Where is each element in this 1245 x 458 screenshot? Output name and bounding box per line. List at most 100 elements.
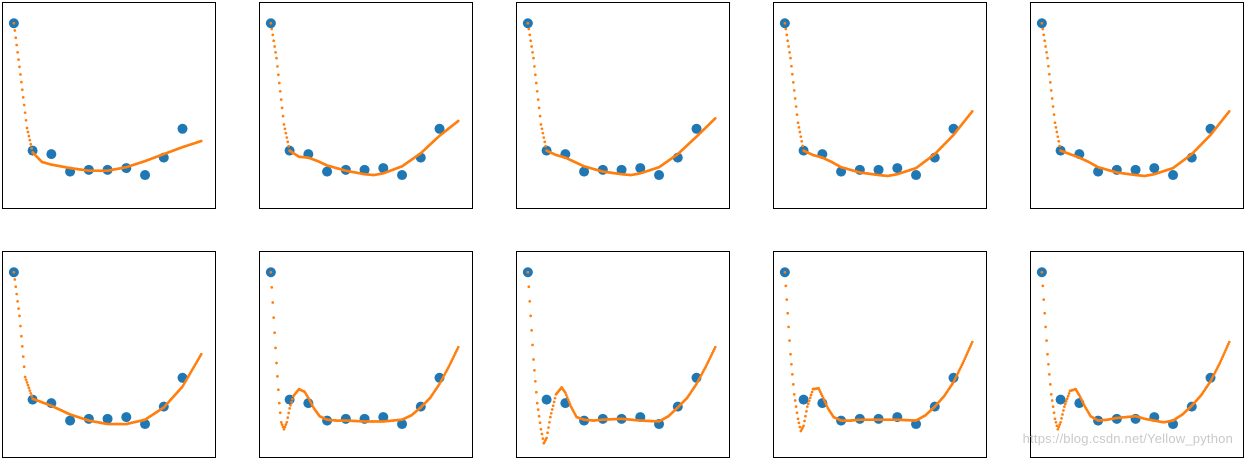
fit-curve-dot bbox=[16, 299, 19, 303]
fit-curve-dot bbox=[19, 73, 22, 76]
fit-curve-dot bbox=[1052, 411, 1056, 415]
fit-curve-dot bbox=[1063, 402, 1067, 406]
fit-curve-dot bbox=[794, 105, 798, 108]
fit-curve-dot bbox=[788, 339, 791, 342]
fit-curve-dot bbox=[549, 415, 552, 419]
fit-curve-dot bbox=[24, 118, 28, 122]
subplot-8 bbox=[516, 251, 730, 458]
fit-curve-dot bbox=[536, 408, 540, 412]
fit-curve-dot bbox=[548, 420, 551, 424]
fit-curve-dot bbox=[1218, 361, 1222, 365]
fit-curve-dot bbox=[456, 119, 460, 123]
fit-curve-dot bbox=[29, 391, 33, 395]
fit-curve-dot bbox=[963, 357, 967, 361]
fit-curve-dot bbox=[795, 411, 799, 415]
fit-curve-dot bbox=[1051, 405, 1055, 408]
fit-curve-dot bbox=[1056, 427, 1060, 431]
fit-curve-dot bbox=[275, 56, 278, 60]
fit-curve-dot bbox=[528, 33, 532, 37]
fit-curve-dot bbox=[284, 423, 288, 426]
fit-curve-dot bbox=[534, 81, 538, 85]
fit-curve-dot bbox=[1225, 346, 1228, 350]
fit-curve-dot bbox=[567, 400, 571, 404]
fit-curve-dot bbox=[543, 140, 547, 144]
fit-curve-dot bbox=[21, 355, 25, 358]
fit-curve-dot bbox=[823, 400, 827, 404]
fit-curve-dot bbox=[274, 50, 277, 54]
fit-curve-dot bbox=[1060, 417, 1063, 420]
fit-curve-dot bbox=[792, 89, 796, 92]
fit-curve-dot bbox=[277, 388, 280, 392]
fit-curve-dot bbox=[1063, 405, 1066, 408]
data-point bbox=[102, 413, 113, 424]
fit-curve-dot bbox=[824, 402, 828, 406]
fit-curve-dot bbox=[810, 390, 814, 394]
fit-curve-dot bbox=[529, 314, 533, 318]
fit-curve-dot bbox=[1052, 113, 1056, 116]
fit-curve-dot bbox=[784, 27, 788, 31]
fit-curve-dot bbox=[1043, 311, 1047, 315]
fit-curve-dot bbox=[546, 431, 549, 435]
fit-curve-dot bbox=[15, 292, 19, 296]
fit-curve-dot bbox=[1048, 72, 1051, 76]
fit-curve-dot bbox=[18, 314, 21, 318]
fit-curve-dot bbox=[1046, 56, 1049, 60]
fit-curve-dot bbox=[533, 65, 536, 68]
fit-curve-dot bbox=[537, 106, 541, 110]
fit-curve-dot bbox=[1050, 399, 1054, 402]
fit-curve-dot bbox=[792, 393, 796, 396]
fit-curve-dot bbox=[1056, 135, 1060, 139]
fit-curve-dot bbox=[276, 375, 279, 378]
fit-curve-dot bbox=[786, 311, 790, 315]
fit-curve-dot bbox=[1045, 50, 1048, 54]
data-point bbox=[434, 123, 445, 134]
data-point bbox=[616, 164, 627, 175]
fit-curve-dot bbox=[24, 378, 28, 382]
fit-curve-dot bbox=[273, 331, 276, 335]
fit-curve-dot bbox=[13, 278, 17, 281]
fit-curve-dot bbox=[784, 284, 788, 288]
fit-curve-dot bbox=[565, 395, 569, 399]
fit-curve-dot bbox=[808, 396, 812, 400]
fit-curve-dot bbox=[1223, 351, 1226, 354]
fit-curve-dot bbox=[199, 352, 203, 356]
fit-curve-dot bbox=[270, 286, 274, 289]
data-point bbox=[322, 166, 333, 177]
fit-curve-dot bbox=[281, 425, 285, 429]
fit-curve-dot bbox=[551, 404, 555, 408]
fit-curve-dot bbox=[1227, 340, 1231, 344]
fit-curve-dot bbox=[549, 411, 553, 415]
fit-curve-dot bbox=[23, 375, 27, 379]
fit-curve-dot bbox=[788, 50, 791, 54]
fit-curve-dot bbox=[794, 405, 798, 408]
fit-curve-dot bbox=[1053, 121, 1057, 125]
fit-curve-dot bbox=[269, 21, 273, 25]
fit-curve-dot bbox=[969, 344, 972, 348]
fit-curve-dot bbox=[798, 130, 802, 134]
fit-curve-dot bbox=[30, 146, 34, 150]
subplot-frame bbox=[2, 251, 216, 458]
fit-curve-dot bbox=[22, 103, 26, 107]
fit-curve-dot bbox=[29, 142, 33, 146]
fit-curve-dot bbox=[536, 98, 540, 101]
data-point bbox=[1130, 164, 1141, 175]
fit-curve-dot bbox=[1043, 39, 1047, 43]
fit-curve-dot bbox=[786, 39, 790, 43]
fit-curve-dot bbox=[539, 123, 543, 126]
fit-curve-dot bbox=[791, 372, 794, 376]
data-point bbox=[397, 170, 408, 181]
fit-curve-dot bbox=[25, 381, 29, 384]
fit-curve-dot bbox=[1224, 349, 1227, 352]
fit-curve-dot bbox=[540, 127, 544, 131]
fit-curve-dot bbox=[1226, 344, 1229, 348]
fit-curve-dot bbox=[1048, 81, 1052, 84]
fit-curve-dot bbox=[271, 33, 275, 37]
fit-curve-dot bbox=[1046, 352, 1049, 356]
fit-curve-dot bbox=[793, 97, 797, 100]
fit-curve-dot bbox=[528, 299, 532, 303]
fit-curve-dot bbox=[793, 399, 797, 402]
fit-curve-dot bbox=[821, 396, 825, 400]
fit-curve-dot bbox=[280, 423, 284, 426]
fit-curve-dot bbox=[796, 121, 800, 125]
data-point bbox=[121, 412, 132, 423]
